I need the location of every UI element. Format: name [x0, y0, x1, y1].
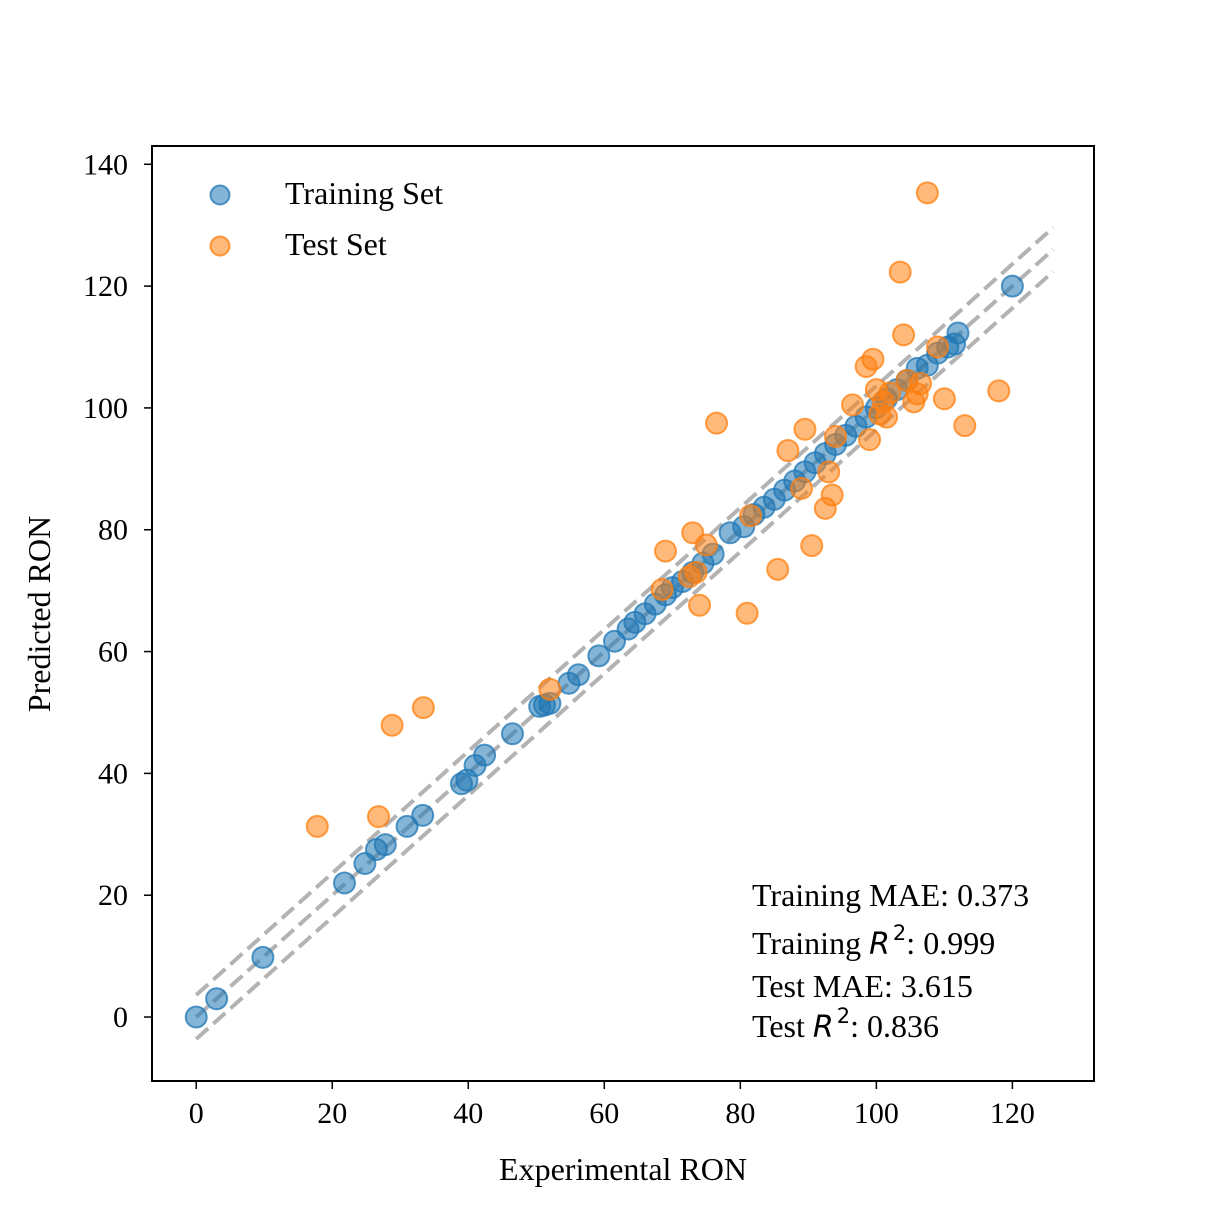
- test-point: [735, 601, 759, 625]
- test-point: [915, 181, 939, 205]
- test-point: [892, 323, 916, 347]
- y-tick-label: 20: [98, 879, 128, 912]
- legend: Training Set Test Set: [209, 175, 443, 262]
- x-tick-label: 100: [854, 1097, 899, 1130]
- test-point: [858, 428, 882, 452]
- test-point: [875, 405, 899, 429]
- test-point: [841, 393, 865, 417]
- test-point: [538, 677, 562, 701]
- reference-line: [194, 226, 1055, 997]
- test-point: [820, 483, 844, 507]
- training-point: [373, 833, 397, 857]
- y-axis-label: Predicted RON: [21, 516, 57, 712]
- x-axis-ticks: 0 20 40 60 80 100 120: [189, 1081, 1035, 1130]
- test-point: [739, 504, 763, 528]
- test-point: [305, 814, 329, 838]
- test-point: [824, 425, 848, 449]
- training-point: [251, 945, 275, 969]
- test-mae-text: Test MAE: 3.615: [752, 968, 973, 1004]
- x-tick-label: 60: [589, 1097, 619, 1130]
- x-tick-label: 40: [453, 1097, 483, 1130]
- x-axis-label: Experimental RON: [499, 1151, 747, 1187]
- x-tick-label: 0: [189, 1097, 204, 1130]
- test-point: [790, 476, 814, 500]
- test-point: [926, 335, 950, 359]
- test-point: [705, 411, 729, 435]
- x-tick-label: 80: [725, 1097, 755, 1130]
- test-point: [793, 417, 817, 441]
- y-tick-label: 80: [98, 514, 128, 547]
- y-tick-label: 40: [98, 757, 128, 790]
- x-tick-label: 20: [317, 1097, 347, 1130]
- test-point: [987, 379, 1011, 403]
- test-points: [305, 181, 1011, 838]
- training-mae-text: Training MAE: 0.373: [752, 877, 1029, 913]
- test-point: [888, 260, 912, 284]
- y-tick-label: 0: [113, 1001, 128, 1034]
- test-point: [878, 381, 902, 405]
- test-point: [817, 460, 841, 484]
- plot-area-frame: [151, 145, 1095, 1082]
- legend-label-training: Training Set: [285, 175, 443, 211]
- metrics-annotation: Training MAE: 0.373 Training R 2: 0.999 T…: [752, 877, 1029, 1045]
- y-tick-label: 120: [83, 270, 128, 303]
- test-point: [932, 387, 956, 411]
- y-tick-label: 140: [83, 148, 128, 181]
- training-point: [566, 663, 590, 687]
- test-point: [694, 533, 718, 557]
- training-point: [184, 1005, 208, 1029]
- test-point: [650, 577, 674, 601]
- y-tick-label: 100: [83, 392, 128, 425]
- legend-marker-training: [209, 184, 231, 206]
- test-point: [953, 414, 977, 438]
- test-r2-text: Test R 2: 0.836: [752, 1004, 939, 1045]
- test-point: [861, 347, 885, 371]
- test-point: [909, 372, 933, 396]
- training-point: [332, 871, 356, 895]
- training-point: [411, 803, 435, 827]
- training-point: [473, 743, 497, 767]
- x-tick-label: 120: [990, 1097, 1035, 1130]
- training-point: [946, 321, 970, 345]
- test-point: [654, 539, 678, 563]
- test-point: [411, 696, 435, 720]
- training-point: [1000, 274, 1024, 298]
- legend-marker-test: [209, 235, 231, 257]
- y-tick-label: 60: [98, 636, 128, 669]
- test-point: [776, 439, 800, 463]
- test-point: [380, 713, 404, 737]
- training-point: [500, 722, 524, 746]
- test-point: [684, 560, 708, 584]
- training-point: [587, 644, 611, 668]
- test-point: [800, 534, 824, 558]
- training-r2-text: Training R 2: 0.999: [752, 921, 995, 962]
- y-axis-ticks: 0 20 40 60 80 100 120 140: [83, 148, 152, 1034]
- training-point: [395, 814, 419, 838]
- training-point: [205, 987, 229, 1011]
- test-point: [766, 557, 790, 581]
- test-point: [366, 805, 390, 829]
- legend-label-test: Test Set: [285, 226, 387, 262]
- test-point: [688, 593, 712, 617]
